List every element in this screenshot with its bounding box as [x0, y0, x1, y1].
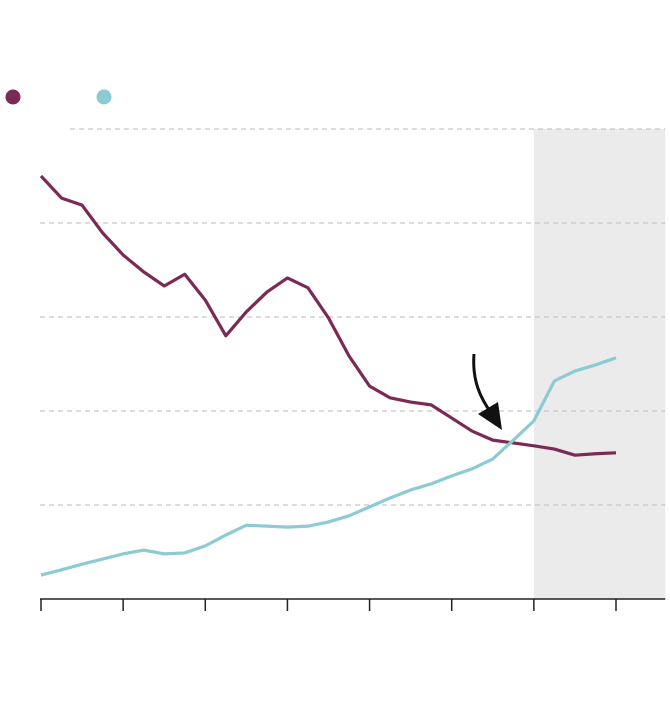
- series-line: [39, 174, 617, 457]
- legend-marker: [5, 89, 21, 105]
- annotation-arrow: [472, 353, 494, 415]
- annotation-arrowhead: [478, 402, 502, 430]
- series-line: [40, 356, 617, 577]
- legend-marker: [96, 89, 112, 105]
